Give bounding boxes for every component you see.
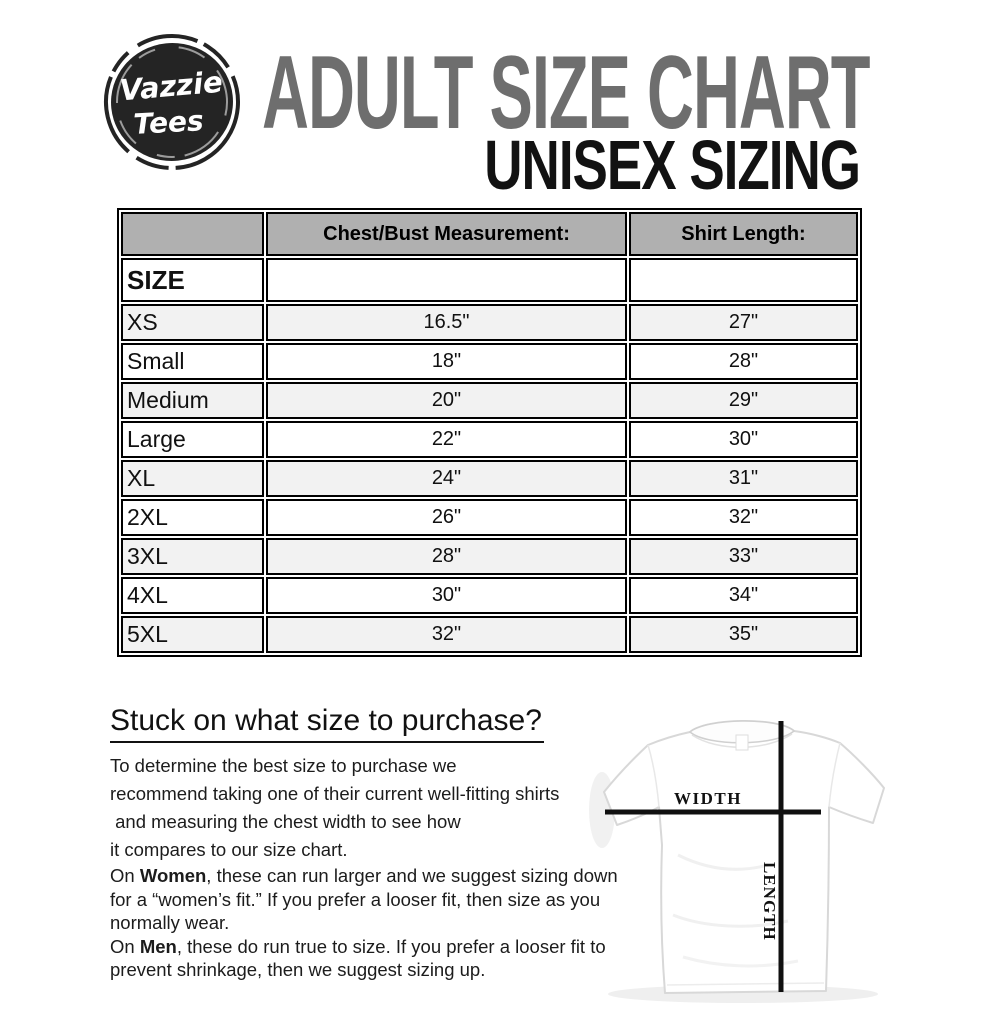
advice-line: On Women, these can run larger and we su… — [110, 864, 618, 888]
help-line: To determine the best size to purchase w… — [110, 755, 457, 776]
help-line: and measuring the chest width to see how — [110, 811, 461, 832]
cell-length: 32" — [629, 499, 858, 536]
cell-length: 28" — [629, 343, 858, 380]
advice-text: , these can run larger and we suggest si… — [206, 865, 618, 886]
advice-text: On — [110, 865, 140, 886]
cell-chest: 16.5" — [266, 304, 627, 341]
tshirt-sleeve-seam-right — [828, 742, 841, 808]
cell-length: 30" — [629, 421, 858, 458]
logo-text-line2: Tees — [133, 104, 205, 141]
tshirt-wrinkle — [682, 955, 799, 968]
cell-size: 3XL — [121, 538, 264, 575]
cell-length: 27" — [629, 304, 858, 341]
cell-chest: 28" — [266, 538, 627, 575]
cell-size: Medium — [121, 382, 264, 419]
table-row: 3XL 28" 33" — [121, 538, 858, 575]
advice-bold: Men — [139, 935, 177, 957]
size-table: Chest/Bust Measurement: Shirt Length: SI… — [117, 208, 862, 657]
cell-size: Large — [121, 421, 264, 458]
table-row: 2XL 26" 32" — [121, 499, 858, 536]
cell-size: XL — [121, 460, 264, 497]
help-line: it compares to our size chart. — [110, 839, 348, 860]
cell-size: 5XL — [121, 616, 264, 653]
tshirt-neck-label — [735, 734, 749, 751]
cell-size: 2XL — [121, 499, 264, 536]
table-row: 5XL 32" 35" — [121, 616, 858, 653]
table-row: 4XL 30" 34" — [121, 577, 858, 614]
length-label: LENGTH — [760, 862, 779, 941]
cell-chest: 30" — [266, 577, 627, 614]
cell-length: 33" — [629, 538, 858, 575]
cell-chest: 32" — [266, 616, 627, 653]
empty-cell — [629, 258, 858, 302]
tshirt-wrinkle — [677, 853, 769, 871]
advice-line: for a “women’s fit.” If you prefer a loo… — [110, 888, 618, 912]
tshirt-collar — [688, 720, 796, 744]
advice-text: prevent shrinkage, then we suggest sizin… — [110, 959, 486, 980]
header-cell-chest: Chest/Bust Measurement: — [266, 212, 627, 256]
advice-text: , these do run true to size. If you pref… — [176, 935, 606, 957]
table-row: XS 16.5" 27" — [121, 304, 858, 341]
tshirt-sleeve-seam-left — [647, 744, 660, 808]
cell-chest: 24" — [266, 460, 627, 497]
tshirt-wrinkle — [672, 913, 789, 928]
help-line: recommend taking one of their current we… — [110, 783, 560, 804]
cell-chest: 20" — [266, 382, 627, 419]
advice-bold: Women — [139, 865, 207, 886]
cell-length: 34" — [629, 577, 858, 614]
logo-ink-blob — [111, 42, 233, 162]
logo-brush-ring-outer — [103, 33, 240, 170]
vazzie-tees-logo: Vazzie Tees — [103, 33, 240, 170]
width-label: WIDTH — [674, 789, 742, 808]
size-label-cell: SIZE — [121, 258, 264, 302]
advice-text: normally wear. — [110, 912, 230, 933]
cell-size: Small — [121, 343, 264, 380]
cell-length: 29" — [629, 382, 858, 419]
cell-chest: 22" — [266, 421, 627, 458]
cell-length: 31" — [629, 460, 858, 497]
table-row: Small 18" 28" — [121, 343, 858, 380]
advice-line: prevent shrinkage, then we suggest sizin… — [110, 958, 618, 982]
help-paragraph-1: To determine the best size to purchase w… — [110, 752, 559, 864]
size-label-row: SIZE — [121, 258, 858, 302]
table-row: Large 22" 30" — [121, 421, 858, 458]
tshirt-measurement-diagram: WIDTH LENGTH — [589, 720, 885, 1003]
advice-text: On — [110, 935, 140, 957]
help-heading: Stuck on what size to purchase? — [110, 704, 544, 743]
cell-size: XS — [121, 304, 264, 341]
logo-brush-ring-inner — [116, 46, 228, 158]
tshirt-hem-seam — [666, 982, 825, 986]
cell-length: 35" — [629, 616, 858, 653]
header-cell-size — [121, 212, 264, 256]
table-row: Medium 20" 29" — [121, 382, 858, 419]
help-paragraph-2: On Women, these can run larger and we su… — [110, 864, 618, 982]
page-subtitle: UNISEX SIZING — [484, 127, 861, 205]
advice-line: normally wear. — [110, 911, 618, 935]
page-title: ADULT SIZE CHART — [262, 33, 870, 151]
header-cell-length: Shirt Length: — [629, 212, 858, 256]
table-row: XL 24" 31" — [121, 460, 858, 497]
cell-chest: 18" — [266, 343, 627, 380]
advice-line: On Men, these do run true to size. If yo… — [110, 935, 618, 959]
tshirt-body — [603, 720, 885, 994]
table-header-row: Chest/Bust Measurement: Shirt Length: — [121, 212, 858, 256]
empty-cell — [266, 258, 627, 302]
cell-size: 4XL — [121, 577, 264, 614]
advice-text: for a “women’s fit.” If you prefer a loo… — [110, 888, 601, 910]
cell-chest: 26" — [266, 499, 627, 536]
